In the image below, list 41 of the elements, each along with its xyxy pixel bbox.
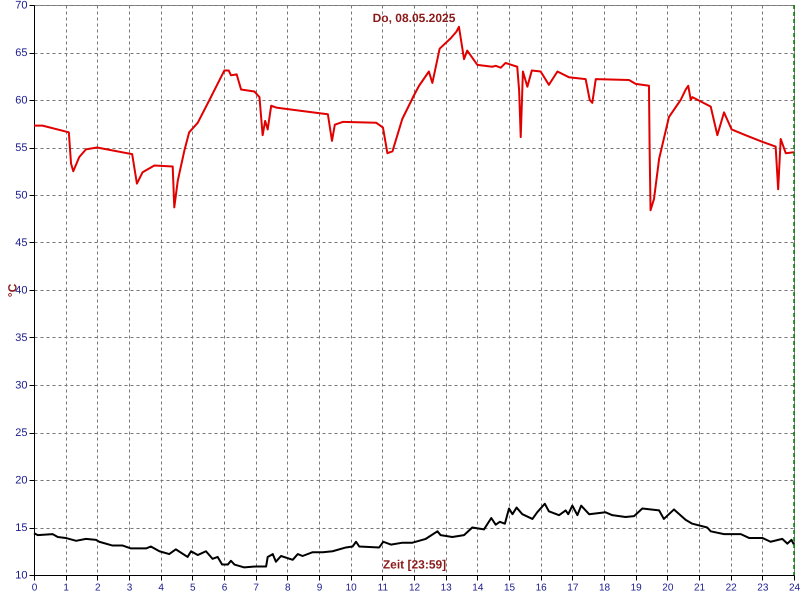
- x-tick-label: 14: [472, 582, 484, 594]
- x-tick-label: 3: [126, 582, 133, 594]
- x-tick-label: 21: [694, 582, 706, 594]
- y-tick-label: 70: [15, 0, 28, 12]
- x-tick-label: 9: [316, 582, 323, 594]
- x-tick-label: 24: [788, 582, 800, 594]
- line-series: [33, 26, 795, 212]
- x-tick-label: 10: [346, 582, 358, 594]
- x-tick-label: 16: [536, 582, 548, 594]
- x-tick-label: 13: [440, 582, 452, 594]
- y-tick-label: 25: [15, 427, 28, 439]
- x-tick-label: 23: [757, 582, 769, 594]
- x-tick-label: 8: [285, 582, 292, 594]
- y-tick-label: 60: [15, 94, 28, 106]
- x-tick-label: 15: [504, 582, 516, 594]
- y-tick-label: 20: [15, 474, 28, 486]
- x-tick-label: 2: [95, 582, 102, 594]
- x-axis-title: Zeit [23:59]: [382, 558, 446, 572]
- y-tick-label: 40: [15, 284, 28, 296]
- x-tick-label: 5: [190, 582, 196, 594]
- x-tick-label: 11: [378, 582, 388, 594]
- y-tick-label: 55: [15, 142, 28, 154]
- y-tick-label: 15: [15, 522, 28, 534]
- y-tick-label: 30: [15, 380, 28, 392]
- x-tick-label: 12: [408, 582, 420, 594]
- x-tick-label: 22: [726, 582, 738, 594]
- y-tick-label: 10: [15, 570, 28, 582]
- x-tick-label: 0: [32, 582, 38, 594]
- text: Do, 08.05.2025: [372, 11, 456, 25]
- x-tick-label: 7: [253, 582, 260, 594]
- y-tick-label: 50: [15, 190, 28, 202]
- x-tick-label: 18: [598, 582, 610, 594]
- y-tick-label: 45: [15, 237, 28, 249]
- x-tick-label: 6: [222, 582, 228, 594]
- x-tick-label: 4: [158, 582, 164, 594]
- x-tick-label: 17: [567, 582, 579, 594]
- x-tick-label: 20: [662, 582, 674, 594]
- x-tick-label: 1: [63, 582, 70, 594]
- x-tick-label: 19: [630, 582, 642, 594]
- y-tick-label: 65: [15, 47, 28, 59]
- y-tick-label: 35: [15, 332, 28, 344]
